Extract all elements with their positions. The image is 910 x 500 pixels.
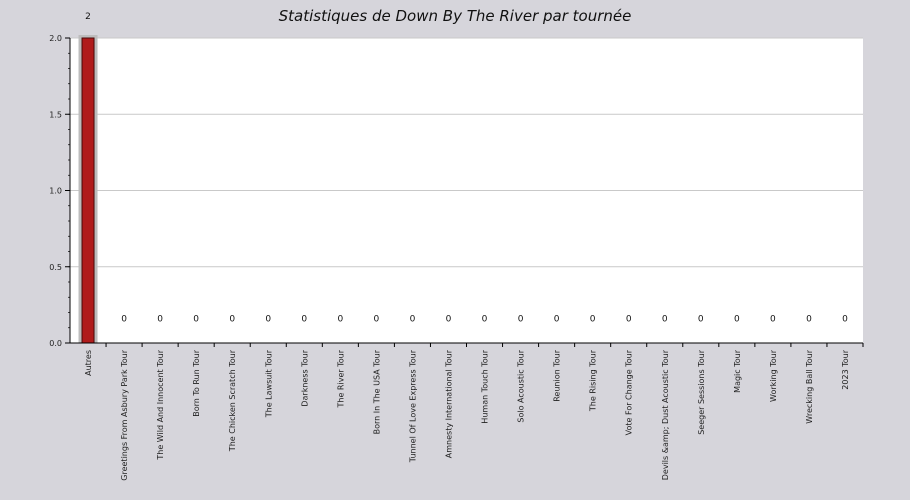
value-label: 0 (265, 315, 271, 325)
value-label: 0 (626, 315, 632, 325)
value-label: 0 (446, 315, 452, 325)
value-label: 0 (806, 315, 812, 325)
x-tick-label: Seeger Sessions Tour (697, 349, 706, 434)
x-tick-label: The Wild And Innocent Tour (156, 349, 165, 460)
x-tick-label: Amnesty International Tour (444, 349, 453, 458)
gridlines (70, 37, 863, 268)
x-tick-label: Devils &amp; Dust Acoustic Tour (661, 349, 670, 480)
bars-group (78, 35, 98, 344)
value-label: 0 (590, 315, 596, 325)
value-label: 0 (842, 315, 848, 325)
x-tick-label: Greetings From Asbury Park Tour (120, 349, 129, 480)
x-tick-label: Autres (84, 350, 93, 376)
value-label: 0 (662, 315, 668, 325)
value-label: 0 (482, 315, 488, 325)
bar (81, 37, 95, 344)
value-label: 0 (410, 315, 416, 325)
x-tick-label: The Rising Tour (589, 349, 598, 412)
value-label: 0 (698, 315, 704, 325)
x-tick-label: Solo Acoustic Tour (517, 349, 526, 422)
x-tick-label: Magic Tour (733, 349, 742, 393)
y-tick-label: 1.0 (49, 187, 62, 196)
chart-title: Statistiques de Down By The River par to… (279, 7, 632, 25)
x-tick-label: The Chicken Scratch Tour (228, 349, 237, 452)
value-label: 0 (770, 315, 776, 325)
value-labels: 2 0 0 0 0 0 0 0 0 0 0 0 0 0 0 0 0 0 0 0 0 0 (85, 12, 848, 325)
x-tick-label: Darkness Tour (300, 349, 309, 406)
value-label: 0 (193, 315, 199, 325)
x-tick-label: Tunnel Of Love Express Tour (408, 349, 417, 463)
x-tick-label: Wrecking Ball Tour (805, 349, 814, 423)
x-tick-label: Reunion Tour (553, 349, 562, 401)
x-tick-label: Human Touch Tour (481, 349, 490, 423)
x-tick-label: The River Tour (336, 349, 345, 408)
y-tick-label: 2.0 (49, 34, 62, 43)
value-label: 0 (301, 315, 307, 325)
x-tick-label: 2023 Tour (841, 349, 850, 389)
value-label: 0 (337, 315, 343, 325)
value-label: 0 (518, 315, 524, 325)
value-label: 0 (157, 315, 163, 325)
x-tick-label: Working Tour (769, 349, 778, 402)
x-tick-label: Born In The USA Tour (372, 349, 381, 434)
y-axis-ticks: 0.0 0.5 1.0 1.5 2.0 (49, 34, 70, 348)
x-tick-label: The Lawsuit Tour (264, 349, 273, 418)
value-label: 0 (554, 315, 560, 325)
value-label: 2 (85, 12, 91, 22)
y-tick-label: 0.5 (49, 263, 62, 272)
y-tick-label: 1.5 (49, 110, 62, 119)
x-tick-label: Born To Run Tour (192, 349, 201, 416)
x-axis-labels: Autres Greetings From Asbury Park Tour The… (84, 349, 850, 480)
value-label: 0 (734, 315, 740, 325)
x-tick-label: Vote For Change Tour (625, 349, 634, 435)
value-label: 0 (374, 315, 380, 325)
value-label: 0 (229, 315, 235, 325)
value-label: 0 (121, 315, 127, 325)
y-tick-label: 0.0 (49, 339, 62, 348)
